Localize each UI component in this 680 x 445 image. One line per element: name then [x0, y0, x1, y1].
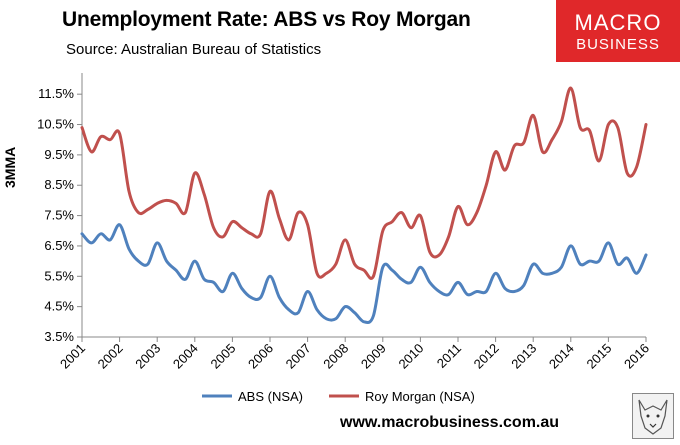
series-line-roy-morgan	[80, 86, 648, 280]
chart-subtitle: Source: Australian Bureau of Statistics	[66, 41, 322, 58]
x-tick-label: 2014	[546, 341, 577, 372]
y-tick-label: 9.5%	[44, 147, 74, 162]
legend-item-roy-morgan-label: Roy Morgan (NSA)	[365, 389, 475, 404]
logo-line2: BUSINESS	[576, 36, 660, 53]
y-tick-label: 10.5%	[37, 117, 74, 132]
x-tick-label: 2001	[57, 341, 88, 372]
logo-line1: MACRO	[574, 10, 662, 35]
x-tick-label: 2010	[395, 341, 426, 372]
y-tick-label: 3.5%	[44, 329, 74, 344]
x-tick-label: 2009	[358, 341, 389, 372]
x-tick-label: 2006	[245, 341, 276, 372]
y-tick-label: 11.5%	[38, 86, 74, 101]
x-tick-label: 2002	[95, 341, 126, 372]
x-tick-label: 2013	[508, 341, 539, 372]
y-tick-label: 4.5%	[44, 299, 74, 314]
chart-title: Unemployment Rate: ABS vs Roy Morgan	[62, 8, 471, 31]
x-tick-label: 2012	[471, 341, 502, 372]
x-tick-label: 2008	[320, 341, 351, 372]
x-tick-label: 2003	[132, 341, 163, 372]
x-tick-label: 2011	[434, 341, 464, 371]
x-tick-label: 2005	[207, 341, 238, 372]
y-tick-label: 8.5%	[44, 177, 74, 192]
x-tick-label: 2004	[170, 341, 201, 372]
macrobusiness-logo: MACRO BUSINESS	[556, 0, 680, 62]
legend-item-abs-label: ABS (NSA)	[238, 389, 303, 404]
y-tick-label: 5.5%	[44, 268, 74, 283]
x-tick-label: 2007	[283, 341, 314, 372]
y-tick-label: 7.5%	[44, 208, 74, 223]
y-tick-label: 6.5%	[44, 238, 74, 253]
footer-url[interactable]: www.macrobusiness.com.au	[340, 414, 560, 431]
x-tick-label: 2015	[583, 341, 614, 372]
x-tick-label: 2016	[621, 341, 652, 372]
series-line-abs	[80, 223, 648, 325]
wolf-mascot-icon	[632, 393, 674, 439]
